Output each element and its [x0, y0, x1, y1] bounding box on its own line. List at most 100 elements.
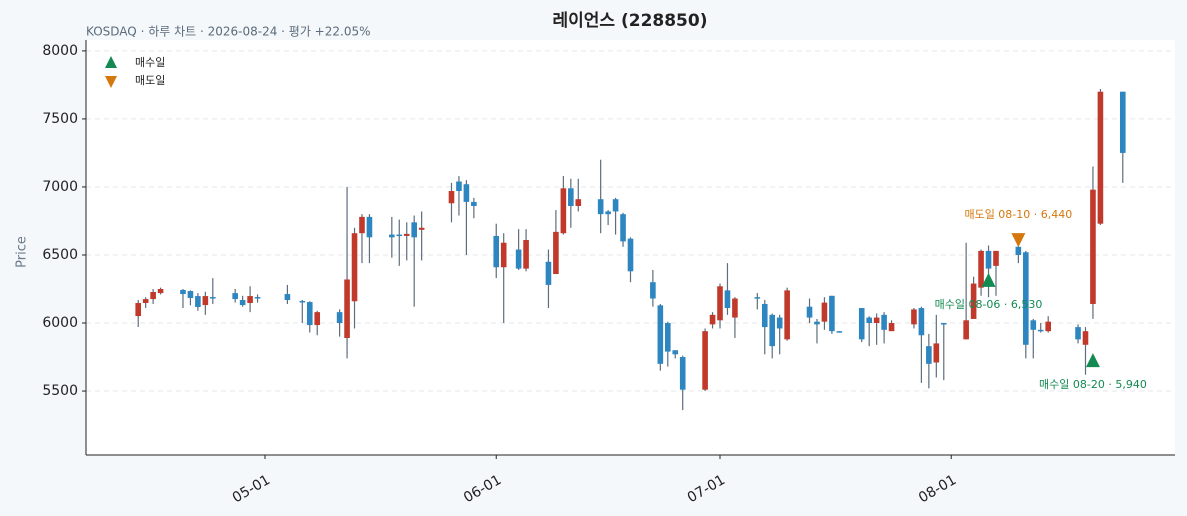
legend-label: 매도일	[135, 73, 165, 87]
candle-body	[1075, 327, 1081, 340]
candle-body	[806, 306, 813, 318]
candle-body	[1030, 320, 1037, 330]
candle-body	[985, 250, 992, 269]
candle-body	[575, 199, 582, 206]
candle-body	[1045, 321, 1051, 332]
candle-body	[858, 308, 865, 340]
candle-body	[299, 300, 306, 303]
candle-body	[359, 216, 365, 234]
x-tick-label: 08-01	[916, 472, 959, 506]
candle-body	[500, 242, 507, 268]
legend-label: 매수일	[135, 55, 165, 69]
candle-body	[993, 250, 999, 266]
candle-body	[336, 312, 343, 324]
candle-body	[679, 357, 686, 390]
candle-body	[1037, 329, 1044, 332]
candle-body	[709, 314, 716, 325]
candle-body	[202, 296, 209, 306]
candle-body	[157, 289, 164, 294]
candle-body	[418, 227, 425, 230]
candle-body	[366, 216, 373, 238]
chart-title: 레이언스 (228850)	[553, 11, 708, 31]
x-tick-label: 05-01	[230, 472, 273, 506]
candle-body	[247, 296, 253, 304]
candle-body	[873, 317, 880, 324]
y-tick-label: 5500	[42, 383, 78, 399]
y-axis-label: Price	[15, 236, 30, 268]
candle-body	[940, 323, 947, 325]
candle-body	[1119, 91, 1126, 153]
candle-body	[523, 240, 529, 269]
candle-body	[135, 303, 142, 317]
candle-body	[254, 297, 261, 299]
candle-body	[963, 320, 969, 340]
candle-body	[456, 181, 462, 192]
candle-body	[761, 303, 768, 328]
candle-body	[187, 291, 194, 298]
candle-body	[918, 308, 925, 336]
candle-body	[605, 211, 611, 215]
candle-body	[344, 279, 350, 338]
candle-body	[1097, 91, 1104, 224]
candle-body	[1082, 331, 1089, 345]
buy-marker	[1085, 353, 1100, 368]
candle-body	[351, 233, 358, 302]
candle-body	[180, 289, 186, 295]
candle-body	[389, 234, 395, 238]
candle-body	[724, 290, 731, 309]
candle-body	[911, 309, 917, 325]
candle-body	[142, 299, 149, 304]
candle-body	[657, 305, 664, 364]
candle-body	[568, 188, 574, 206]
y-tick-label: 7500	[42, 111, 78, 127]
candle-body	[463, 184, 470, 202]
candle-body	[754, 297, 761, 299]
candle-body	[314, 312, 321, 326]
candle-body	[232, 293, 238, 300]
candle-body	[471, 201, 477, 206]
candle-body	[627, 238, 634, 272]
marker-label: 매수일 08-06 · 6,530	[935, 297, 1043, 311]
candle-body	[881, 314, 887, 330]
candle-body	[284, 294, 291, 301]
candle-body	[702, 331, 708, 390]
candle-body	[978, 250, 984, 288]
candle-body	[396, 234, 403, 237]
candle-body	[717, 286, 723, 321]
candle-body	[664, 323, 671, 352]
candle-body	[515, 249, 522, 269]
y-tick-label: 6000	[42, 315, 78, 331]
y-tick-label: 7000	[42, 179, 78, 195]
candle-body	[1090, 189, 1096, 304]
candle-body	[970, 283, 977, 319]
x-tick-label: 07-01	[685, 472, 728, 506]
candle-body	[411, 222, 417, 238]
candle-body	[620, 214, 626, 242]
marker-label: 매도일 08-10 · 6,440	[964, 207, 1072, 221]
candles	[135, 88, 1126, 411]
candle-body	[866, 317, 872, 324]
candle-body	[195, 296, 201, 307]
y-tick-label: 6500	[42, 247, 78, 263]
candle-body	[545, 261, 552, 285]
candle-body	[672, 350, 679, 355]
candle-body	[821, 302, 828, 322]
candle-body	[926, 346, 932, 364]
candle-body	[210, 297, 216, 299]
y-tick-label: 8000	[42, 43, 78, 59]
candle-body	[493, 235, 500, 268]
candle-body	[448, 191, 455, 204]
legend-marker	[105, 76, 117, 88]
x-tick-label: 06-01	[461, 472, 504, 506]
candle-body	[560, 188, 567, 234]
candle-body	[597, 199, 604, 215]
candle-body	[836, 331, 843, 333]
candle-body	[150, 291, 156, 300]
candle-body	[403, 233, 410, 236]
grid	[86, 50, 1175, 392]
candle-body	[829, 295, 835, 332]
candle-body	[933, 343, 940, 363]
candle-body	[814, 321, 820, 325]
candle-body	[888, 323, 895, 332]
